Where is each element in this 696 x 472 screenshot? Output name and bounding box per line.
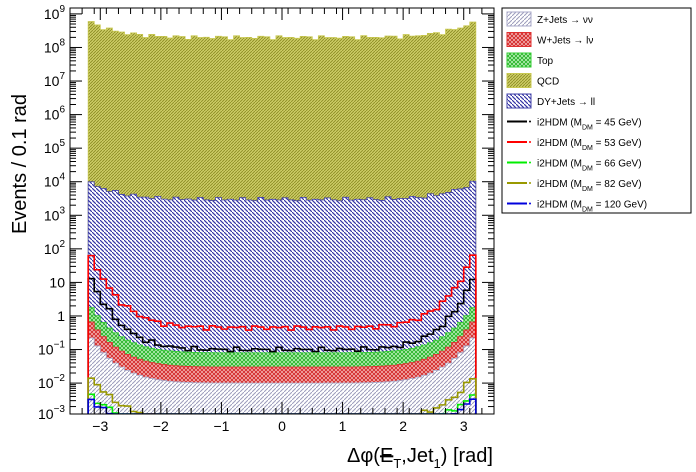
x-title-lead: Δφ( bbox=[347, 445, 380, 467]
legend-marker bbox=[529, 141, 531, 143]
legend-swatch bbox=[506, 93, 532, 109]
legend-swatch bbox=[506, 52, 532, 68]
legend-swatch bbox=[506, 73, 532, 88]
x-title-mid: ,Jet bbox=[401, 445, 434, 467]
x-tick-label: −1 bbox=[213, 418, 229, 434]
legend-entry-i2hdm-m-dm-45-gev: i2HDM (MDM = 45 GeV) bbox=[507, 118, 642, 132]
y-tick-label: 10 bbox=[49, 274, 65, 290]
x-title-met-sub: T bbox=[393, 456, 401, 471]
x-tick-label: 2 bbox=[399, 418, 407, 434]
y-tick-label: 107 bbox=[44, 71, 66, 89]
legend-entry-top: Top bbox=[506, 52, 554, 68]
legend-label: i2HDM (MDM = 82 GeV) bbox=[537, 179, 642, 193]
signal-i2hdm-m-dm-53-gev bbox=[87, 254, 477, 414]
stack-outline-qcd bbox=[87, 21, 477, 414]
legend-label: i2HDM (MDM = 120 GeV) bbox=[537, 200, 647, 214]
legend-label: i2HDM (MDM = 53 GeV) bbox=[537, 138, 642, 152]
x-axis-title: Δφ(ET,Jet1) [rad] bbox=[347, 445, 493, 471]
legend-entry-i2hdm-m-dm-66-gev: i2HDM (MDM = 66 GeV) bbox=[507, 159, 642, 173]
legend-entry-w-jets-l: W+Jets → lν bbox=[506, 32, 593, 47]
stack-outline-z-jets bbox=[87, 337, 477, 414]
stack-outline-dy-jets-ll bbox=[87, 180, 477, 414]
legend-entry-z-jets: Z+Jets → νν bbox=[506, 11, 593, 27]
stack-z-jets bbox=[87, 337, 477, 414]
stacked-histograms bbox=[87, 21, 477, 414]
stack-fill-z-jets bbox=[88, 337, 476, 414]
y-tick-label: 108 bbox=[44, 37, 66, 55]
x-tick-label: 1 bbox=[339, 418, 347, 434]
y-tick-label: 105 bbox=[44, 138, 66, 156]
x-title-tail: ) [rad] bbox=[441, 445, 493, 467]
legend-label: i2HDM (MDM = 66 GeV) bbox=[537, 159, 642, 173]
y-tick-label: 10−1 bbox=[38, 340, 65, 358]
legend-label: QCD bbox=[537, 77, 559, 88]
legend: Z+Jets → νν W+Jets → lν Top QCD DY+Jets → ll… bbox=[501, 7, 692, 214]
signal-i2hdm-m-dm-45-gev bbox=[87, 277, 477, 414]
legend-marker bbox=[529, 120, 531, 123]
stack-outline-top bbox=[87, 307, 477, 414]
legend-label: i2HDM (MDM = 45 GeV) bbox=[537, 118, 642, 132]
legend-label: W+Jets → lν bbox=[537, 36, 593, 47]
legend-label: DY+Jets → ll bbox=[537, 97, 595, 108]
legend-entry-i2hdm-m-dm-82-gev: i2HDM (MDM = 82 GeV) bbox=[507, 179, 642, 193]
y-tick-label: 1 bbox=[57, 308, 65, 324]
legend-entry-i2hdm-m-dm-53-gev: i2HDM (MDM = 53 GeV) bbox=[507, 138, 642, 152]
x-title-met: E bbox=[380, 445, 393, 467]
y-tick-label: 10−3 bbox=[38, 404, 65, 422]
legend-box bbox=[501, 7, 692, 214]
legend-entry-i2hdm-m-dm-120-gev: i2HDM (MDM = 120 GeV) bbox=[507, 200, 647, 214]
x-tick-label: −3 bbox=[92, 418, 108, 434]
legend-entry-qcd: QCD bbox=[506, 73, 559, 88]
y-tick-label: 103 bbox=[44, 205, 66, 223]
x-tick-label: 3 bbox=[460, 418, 468, 434]
legend-label: Top bbox=[537, 56, 554, 67]
stack-outline-w-jets-l bbox=[87, 321, 477, 414]
legend-entry-dy-jets-ll: DY+Jets → ll bbox=[506, 93, 595, 109]
axes: −3 −2 −1 0 1 2 3 10−3 10−2 10−1 1 10 102 103 104 105 106… bbox=[38, 4, 495, 434]
legend-swatch bbox=[506, 11, 532, 27]
y-tick-label: 104 bbox=[44, 172, 66, 190]
legend-marker bbox=[529, 202, 531, 205]
legend-swatch bbox=[506, 32, 532, 47]
legend-label: Z+Jets → νν bbox=[537, 15, 593, 26]
legend-marker bbox=[529, 161, 531, 164]
y-tick-label: 109 bbox=[44, 4, 66, 22]
x-tick-label: −2 bbox=[153, 418, 169, 434]
y-tick-label: 102 bbox=[44, 239, 66, 257]
x-title-jet-sub: 1 bbox=[434, 456, 441, 471]
y-axis-title: Events / 0.1 rad bbox=[9, 94, 31, 234]
x-tick-label: 0 bbox=[278, 418, 286, 434]
y-tick-label: 106 bbox=[44, 105, 66, 123]
y-tick-label: 10−2 bbox=[38, 373, 65, 391]
legend-marker bbox=[529, 182, 531, 184]
